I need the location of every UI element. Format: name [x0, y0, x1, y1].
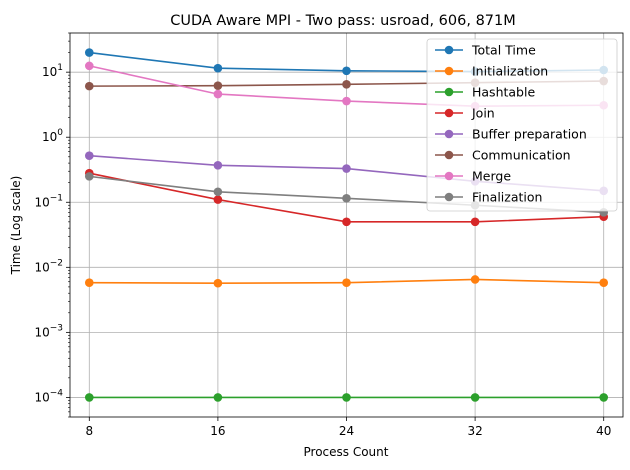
x-tick-label: 24	[339, 424, 354, 438]
data-point	[470, 217, 480, 227]
legend-item: Merge	[435, 169, 511, 184]
data-point	[213, 195, 223, 204]
tick-layer: 8 16 24 32 40 10−4 10−3 10−2 10−1 100 101	[34, 32, 611, 438]
data-point	[84, 278, 94, 288]
data-point	[342, 278, 351, 288]
data-point	[342, 164, 351, 173]
legend-label: Total Time	[471, 43, 536, 58]
chart-title: CUDA Aware MPI - Two pass: usroad, 606, …	[170, 13, 516, 29]
data-point	[342, 80, 351, 89]
x-tick-label: 16	[210, 424, 225, 438]
x-tick-label: 8	[85, 424, 93, 438]
legend-box	[426, 38, 618, 212]
data-point	[84, 81, 94, 91]
legend-label: Finalization	[472, 190, 542, 205]
data-point	[470, 393, 480, 402]
legend-label: Communication	[472, 148, 571, 163]
data-point	[213, 161, 223, 170]
x-tick-label: 40	[596, 424, 611, 438]
legend-item: Total Time	[435, 43, 536, 58]
data-point	[84, 393, 94, 402]
data-point	[213, 393, 223, 402]
legend-swatch-marker	[444, 171, 454, 181]
data-point	[470, 275, 480, 284]
data-point	[342, 96, 351, 106]
data-point	[599, 393, 609, 402]
data-point	[213, 278, 223, 288]
series-hashtable	[84, 393, 609, 402]
data-point	[84, 172, 94, 181]
legend-item: Initialization	[435, 64, 548, 79]
data-point	[342, 217, 351, 227]
data-point	[84, 151, 94, 160]
legend-item: Communication	[435, 148, 571, 163]
legend-swatch-marker	[444, 45, 454, 55]
data-point	[213, 89, 223, 99]
data-point	[342, 66, 351, 76]
x-axis-title: Process Count	[304, 445, 389, 459]
data-point	[84, 48, 94, 57]
legend-label: Initialization	[472, 64, 548, 79]
legend-swatch-marker	[444, 192, 454, 202]
legend-item: Hashtable	[435, 85, 535, 100]
legend: Total Time Initialization Hashtable Join Buf…	[426, 38, 618, 212]
y-tick-label: 10−2	[34, 258, 63, 274]
legend-swatch-marker	[444, 108, 454, 118]
legend-swatch-marker	[444, 150, 454, 160]
data-point	[599, 278, 609, 288]
y-axis-title: Time (Log scale)	[9, 176, 23, 276]
data-point	[213, 81, 223, 90]
legend-item: Join	[435, 106, 495, 121]
legend-swatch-marker	[444, 87, 454, 97]
series-initialization	[84, 275, 609, 288]
y-tick-label: 10−4	[34, 388, 63, 404]
y-tick-label: 10−3	[34, 323, 63, 339]
x-tick-label: 32	[467, 424, 482, 438]
legend-item: Finalization	[435, 190, 542, 205]
y-tick-label: 100	[42, 128, 63, 144]
data-point	[213, 63, 223, 73]
legend-label: Hashtable	[472, 85, 535, 100]
y-tick-label: 10−1	[34, 193, 63, 209]
legend-label: Buffer preparation	[472, 127, 587, 142]
legend-label: Merge	[472, 169, 511, 184]
legend-item: Buffer preparation	[435, 127, 587, 142]
data-point	[342, 393, 351, 402]
data-point	[84, 61, 94, 71]
y-tick-label: 101	[42, 63, 63, 79]
legend-label: Join	[471, 106, 495, 121]
legend-swatch-marker	[444, 129, 454, 139]
legend-swatch-marker	[444, 66, 454, 76]
data-point	[342, 194, 351, 203]
data-point	[213, 187, 223, 197]
